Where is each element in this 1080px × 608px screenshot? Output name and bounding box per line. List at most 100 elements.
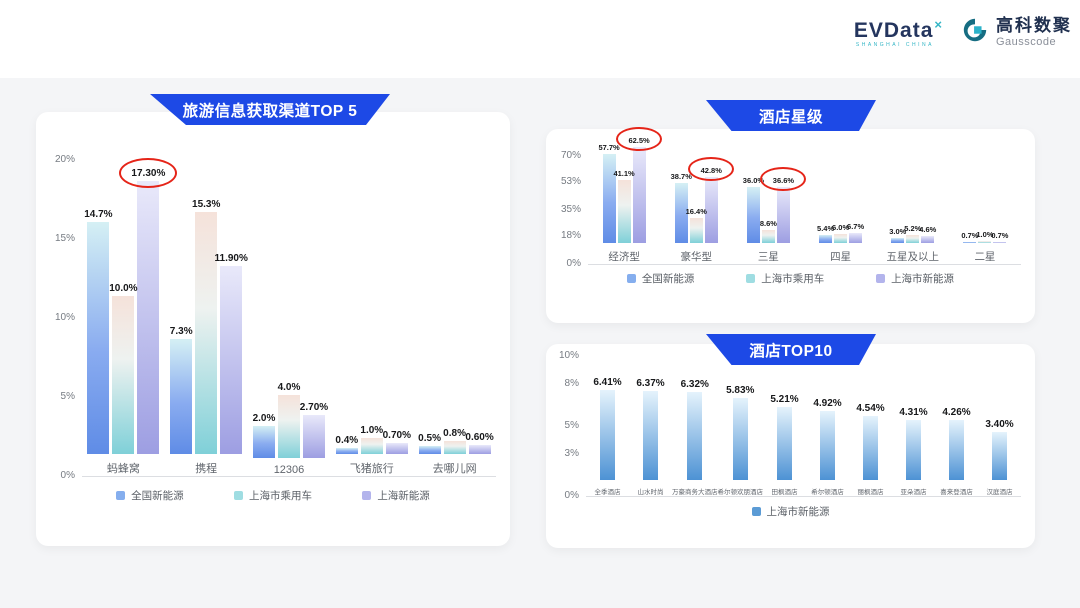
legend-item-上海市新能源[interactable]: 上海市新能源	[876, 271, 954, 286]
y-axis-tick: 10%	[54, 312, 75, 323]
legend-label: 全国新能源	[641, 273, 695, 285]
bar-value-label: 0.8%	[443, 428, 466, 440]
bar-上海新能源: 17.30%	[119, 157, 178, 454]
y-axis-tick: 3%	[564, 448, 579, 459]
x-axis-label: 经济型	[608, 251, 640, 263]
bars: 0.5% 0.8% 0.60%	[418, 428, 494, 454]
bar-value-label: 6.41%	[593, 377, 622, 389]
x-axis-line	[82, 476, 496, 477]
hotel-stars-title: 酒店星级	[758, 108, 823, 126]
bar-value-label: 41.1%	[613, 168, 635, 178]
bar-上海市乘用车: 5.2%	[904, 224, 921, 243]
bar-全国新能源: 5.4%	[817, 224, 834, 243]
y-axis-tick: 70%	[560, 150, 581, 161]
bar-value-label: 4.0%	[277, 381, 301, 393]
x-axis-label: 亚朵酒店	[900, 489, 927, 496]
bar-group: 2.0% 4.0% 2.70% 12306	[248, 160, 331, 476]
y-axis-tick: 5%	[60, 391, 75, 402]
x-axis-label: 汉庭酒店	[986, 489, 1013, 496]
legend-label: 上海市乘用车	[248, 490, 312, 502]
x-axis-label: 三星	[757, 251, 779, 263]
bar-group: 0.7% 1.0% 0.7% 二星	[949, 156, 1021, 264]
legend-item-上海新能源[interactable]: 上海新能源	[362, 488, 430, 503]
bar-上海市乘用车: 0.8%	[443, 428, 466, 454]
bar-上海市新能源: 6.32%	[681, 379, 709, 480]
travel-chart: 20% 15% 10% 5% 0% 14.7% 10.0% 17.30% 蚂蜂窝 7.3% 15.3…	[36, 112, 510, 481]
hotel-top10-card: 10% 8% 5% 3% 0% 6.41% 全季酒店 6.37% 山水时尚 6.32% 万豪商务大酒…	[546, 344, 1035, 548]
bar-value-label: 4.54%	[856, 403, 885, 415]
legend-swatch-icon	[751, 507, 761, 516]
plot-area: 6.41% 全季酒店 6.37% 山水时尚 6.32% 万豪商务大酒店 5.83% 希尔顿欢朋…	[586, 356, 1021, 497]
bar-上海市新能源: 6.7%	[847, 222, 864, 243]
legend-swatch-icon	[116, 491, 126, 500]
hotel-top10-chart: 10% 8% 5% 3% 0% 6.41% 全季酒店 6.37% 山水时尚 6.32% 万豪商务大酒…	[546, 344, 1035, 501]
bar-value-label: 16.4%	[685, 206, 707, 216]
bar-上海市乘用车: 8.6%	[760, 219, 777, 243]
bar-value-label: 4.92%	[813, 398, 842, 410]
bar-value-label: 6.37%	[636, 377, 665, 389]
bar-上海市新能源: 6.37%	[636, 378, 665, 480]
legend-swatch-icon	[876, 274, 886, 283]
x-axis-label: 豪华型	[680, 251, 713, 263]
hotel-stars-legend: 全国新能源 上海市乘用车 上海市新能源	[546, 271, 1035, 286]
legend-label: 上海新能源	[377, 490, 430, 502]
bar-value-label: 0.70%	[382, 429, 411, 441]
travel-channels-card: 20% 15% 10% 5% 0% 14.7% 10.0% 17.30% 蚂蜂窝 7.3% 15.3…	[36, 112, 510, 546]
bar-group: 7.3% 15.3% 11.90% 携程	[165, 160, 248, 476]
y-axis-tick: 15%	[54, 233, 75, 244]
bar-group: 57.7% 41.1% 62.5% 经济型	[588, 126, 663, 264]
x-axis-label: 万豪商务大酒店	[672, 489, 718, 496]
bar-全国新能源: 0.5%	[418, 433, 441, 454]
bar-value-label: 38.7%	[670, 172, 692, 182]
hotel-stars-chart: 70% 53% 35% 18% 0% 57.7% 41.1% 62.5% 经济型 38.7% 16.…	[546, 126, 1035, 269]
bar-上海市新能源: 62.5%	[616, 126, 663, 243]
bar-上海市乘用车: 41.1%	[613, 169, 635, 243]
bar-上海市乘用车: 10.0%	[109, 283, 138, 454]
bar-全国新能源: 3.0%	[889, 227, 906, 243]
y-axis-tick: 0%	[564, 490, 579, 501]
bar-group: 4.26% 喜来登酒店	[935, 356, 978, 496]
bar-上海市乘用车: 1.0%	[976, 230, 993, 243]
bar-上海市乘用车: 1.0%	[360, 425, 383, 454]
legend-item-上海市新能源[interactable]: 上海市新能源	[751, 504, 830, 519]
bar-全国新能源: 36.0%	[743, 176, 764, 243]
bar-value-label: 17.30%	[131, 167, 166, 179]
bars: 57.7% 41.1% 62.5%	[598, 126, 663, 243]
evdata-wordmark: EVData×	[854, 18, 943, 41]
gausscode-en: Gausscode	[996, 35, 1057, 48]
gausscode-icon	[961, 16, 989, 49]
legend-item-上海市乘用车[interactable]: 上海市乘用车	[746, 271, 824, 286]
y-axis-tick: 20%	[54, 154, 75, 165]
x-axis-label: 喜来登酒店	[940, 489, 973, 496]
bar-value-label: 7.3%	[169, 325, 193, 337]
legend-item-全国新能源[interactable]: 全国新能源	[116, 488, 184, 503]
bar-groups: 14.7% 10.0% 17.30% 蚂蜂窝 7.3% 15.3% 11.90% 携程 2.0%…	[82, 157, 496, 476]
bar-value-label: 0.7%	[991, 230, 1009, 240]
bar-group: 6.32% 万豪商务大酒店	[672, 356, 718, 496]
legend-item-全国新能源[interactable]: 全国新能源	[626, 271, 695, 286]
x-axis-label: 希尔顿欢朋酒店	[717, 489, 764, 496]
bar-上海市新能源: 4.54%	[856, 403, 885, 480]
bar-value-label: 15.3%	[192, 199, 221, 211]
bar-全国新能源: 38.7%	[671, 172, 692, 243]
bar-上海新能源: 0.60%	[465, 432, 494, 454]
bars: 0.7% 1.0% 0.7%	[961, 230, 1008, 243]
bar-value-label: 0.4%	[335, 434, 359, 446]
bar-上海市新能源: 5.83%	[726, 385, 754, 480]
bar-value-label: 6.32%	[680, 378, 709, 390]
bar-上海市乘用车: 6.0%	[832, 223, 849, 243]
travel-legend: 全国新能源 上海市乘用车 上海新能源	[36, 488, 510, 503]
evdata-subtext: SHANGHAI CHINA	[855, 41, 934, 48]
bars: 6.41%	[593, 377, 622, 480]
y-axis-tick: 0%	[60, 470, 75, 481]
y-axis-tick: 18%	[560, 230, 581, 242]
bar-上海新能源: 2.70%	[300, 402, 328, 458]
bar-value-label: 14.7%	[84, 208, 113, 220]
bar-上海市新能源: 3.40%	[985, 419, 1014, 480]
x-axis-label: 二星	[974, 251, 996, 263]
bars: 5.21%	[770, 394, 799, 480]
legend-item-上海市乘用车[interactable]: 上海市乘用车	[233, 488, 312, 503]
bar-value-label: 5.2%	[904, 223, 922, 233]
bar-group: 0.5% 0.8% 0.60% 去哪儿网	[413, 160, 496, 476]
bar-group: 5.21% 田枫酒店	[763, 356, 806, 496]
